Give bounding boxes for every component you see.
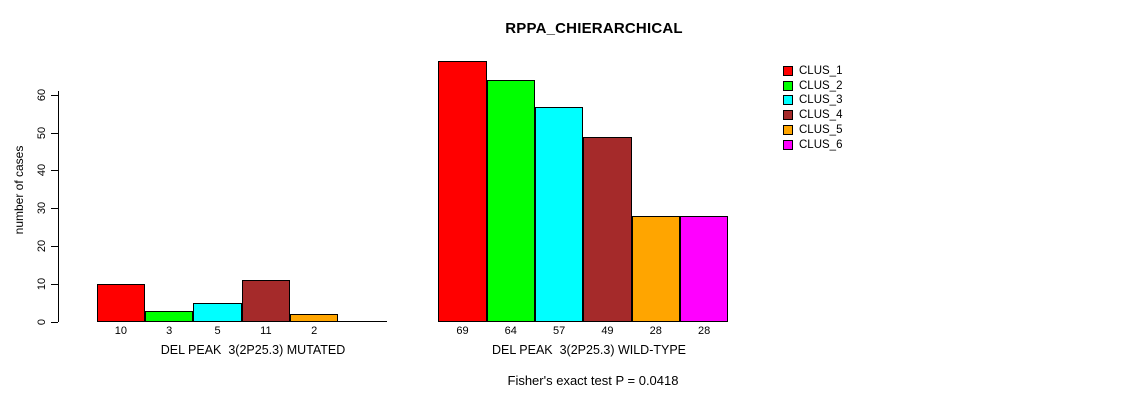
y-axis-tick [51,170,58,172]
y-axis-tick [51,283,58,285]
bar-value-label: 28 [697,325,711,337]
bar-clus_2 [486,80,535,322]
y-axis-tick [51,245,58,247]
x-axis-label-wild-type: DEL PEAK 3(2P25.3) WILD-TYPE [491,343,687,357]
legend-color-swatch [783,110,793,121]
y-axis-tick-label: 30 [36,201,48,215]
legend-color-swatch [783,80,793,91]
legend-color-swatch [783,66,793,76]
y-axis-tick [51,132,58,134]
fisher-test-annotation: Fisher's exact test P = 0.0418 [507,373,679,388]
bar-value-label: 5 [214,325,221,337]
bar-value-label: 11 [260,325,272,337]
y-axis-tick-label: 60 [36,88,48,101]
y-axis-label: number of cases [12,145,26,235]
bar-clus_3 [193,303,242,322]
bar-value-label: 49 [601,325,614,337]
legend-color-swatch [783,124,793,135]
legend-label: CLUS_1 [799,65,843,77]
y-axis-tick-label: 50 [36,126,48,139]
y-axis-tick-label: 10 [36,277,48,290]
bar-value-label: 2 [311,325,318,337]
legend-color-swatch [783,95,793,106]
bar-clus_5 [631,216,680,322]
y-axis-tick-label: 40 [36,164,48,177]
bar-value-label: 57 [552,325,566,337]
legend-item: CLUS_6 [783,139,842,151]
y-axis-tick [51,94,58,96]
bar-clus_2 [145,310,194,322]
legend-label: CLUS_4 [799,109,843,122]
y-axis-tick [51,321,58,323]
legend-item: CLUS_3 [783,94,842,106]
legend-item: CLUS_5 [783,124,842,136]
y-axis-line [58,91,59,322]
bar-clus_5 [290,314,339,322]
legend-item: CLUS_4 [783,109,842,121]
legend-label: CLUS_2 [799,79,843,92]
bar-value-label: 69 [456,325,469,337]
bar-value-label: 3 [166,325,173,337]
legend-label: CLUS_3 [799,94,843,107]
x-axis-label-mutated: DEL PEAK 3(2P25.3) MUTATED [160,343,346,357]
chart-title: RPPA_CHIERARCHICAL [505,20,683,37]
bar-clus_3 [534,106,584,322]
bar-clus_1 [96,284,146,322]
bar-value-label: 64 [504,325,517,337]
bar-clus_6 [679,216,729,322]
legend-item: CLUS_2 [783,80,842,92]
bar-clus_4 [241,280,291,322]
bar-value-label: 10 [114,325,127,337]
legend-label: CLUS_6 [799,138,843,151]
y-axis-tick-label: 0 [36,318,48,325]
y-axis-tick-label: 20 [36,239,48,253]
bar-clus_4 [583,136,632,322]
legend-item: CLUS_1 [783,65,842,77]
y-axis-tick [51,208,58,210]
legend-color-swatch [783,139,793,150]
bar-clus_1 [438,61,487,322]
legend-label: CLUS_5 [799,123,843,136]
bar-value-label: 28 [649,325,662,337]
